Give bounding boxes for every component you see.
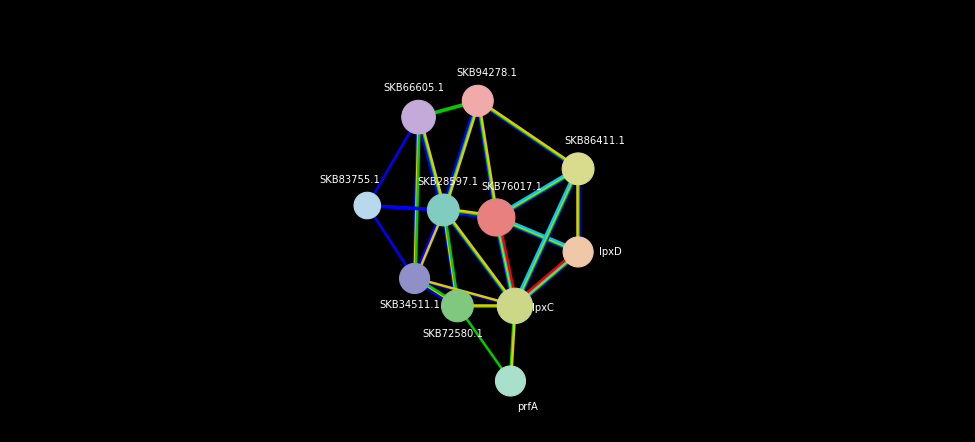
Circle shape: [354, 192, 380, 219]
Text: lpxD: lpxD: [600, 247, 622, 257]
Text: SKB86411.1: SKB86411.1: [565, 137, 625, 146]
Text: SKB76017.1: SKB76017.1: [482, 183, 542, 192]
Text: prfA: prfA: [517, 402, 538, 412]
Circle shape: [442, 290, 473, 322]
Text: SKB83755.1: SKB83755.1: [319, 175, 380, 185]
Text: lpxC: lpxC: [531, 303, 554, 313]
Circle shape: [478, 199, 515, 236]
Circle shape: [462, 85, 493, 116]
Circle shape: [495, 366, 526, 396]
Text: SKB94278.1: SKB94278.1: [456, 69, 517, 78]
Circle shape: [564, 237, 593, 267]
Circle shape: [563, 153, 594, 185]
Circle shape: [427, 194, 459, 226]
Text: SKB34511.1: SKB34511.1: [379, 300, 441, 310]
Text: SKB72580.1: SKB72580.1: [422, 329, 484, 339]
Text: SKB28597.1: SKB28597.1: [417, 177, 478, 187]
Circle shape: [402, 100, 436, 134]
Circle shape: [497, 288, 532, 324]
Text: SKB66605.1: SKB66605.1: [383, 84, 445, 93]
Circle shape: [400, 263, 430, 293]
